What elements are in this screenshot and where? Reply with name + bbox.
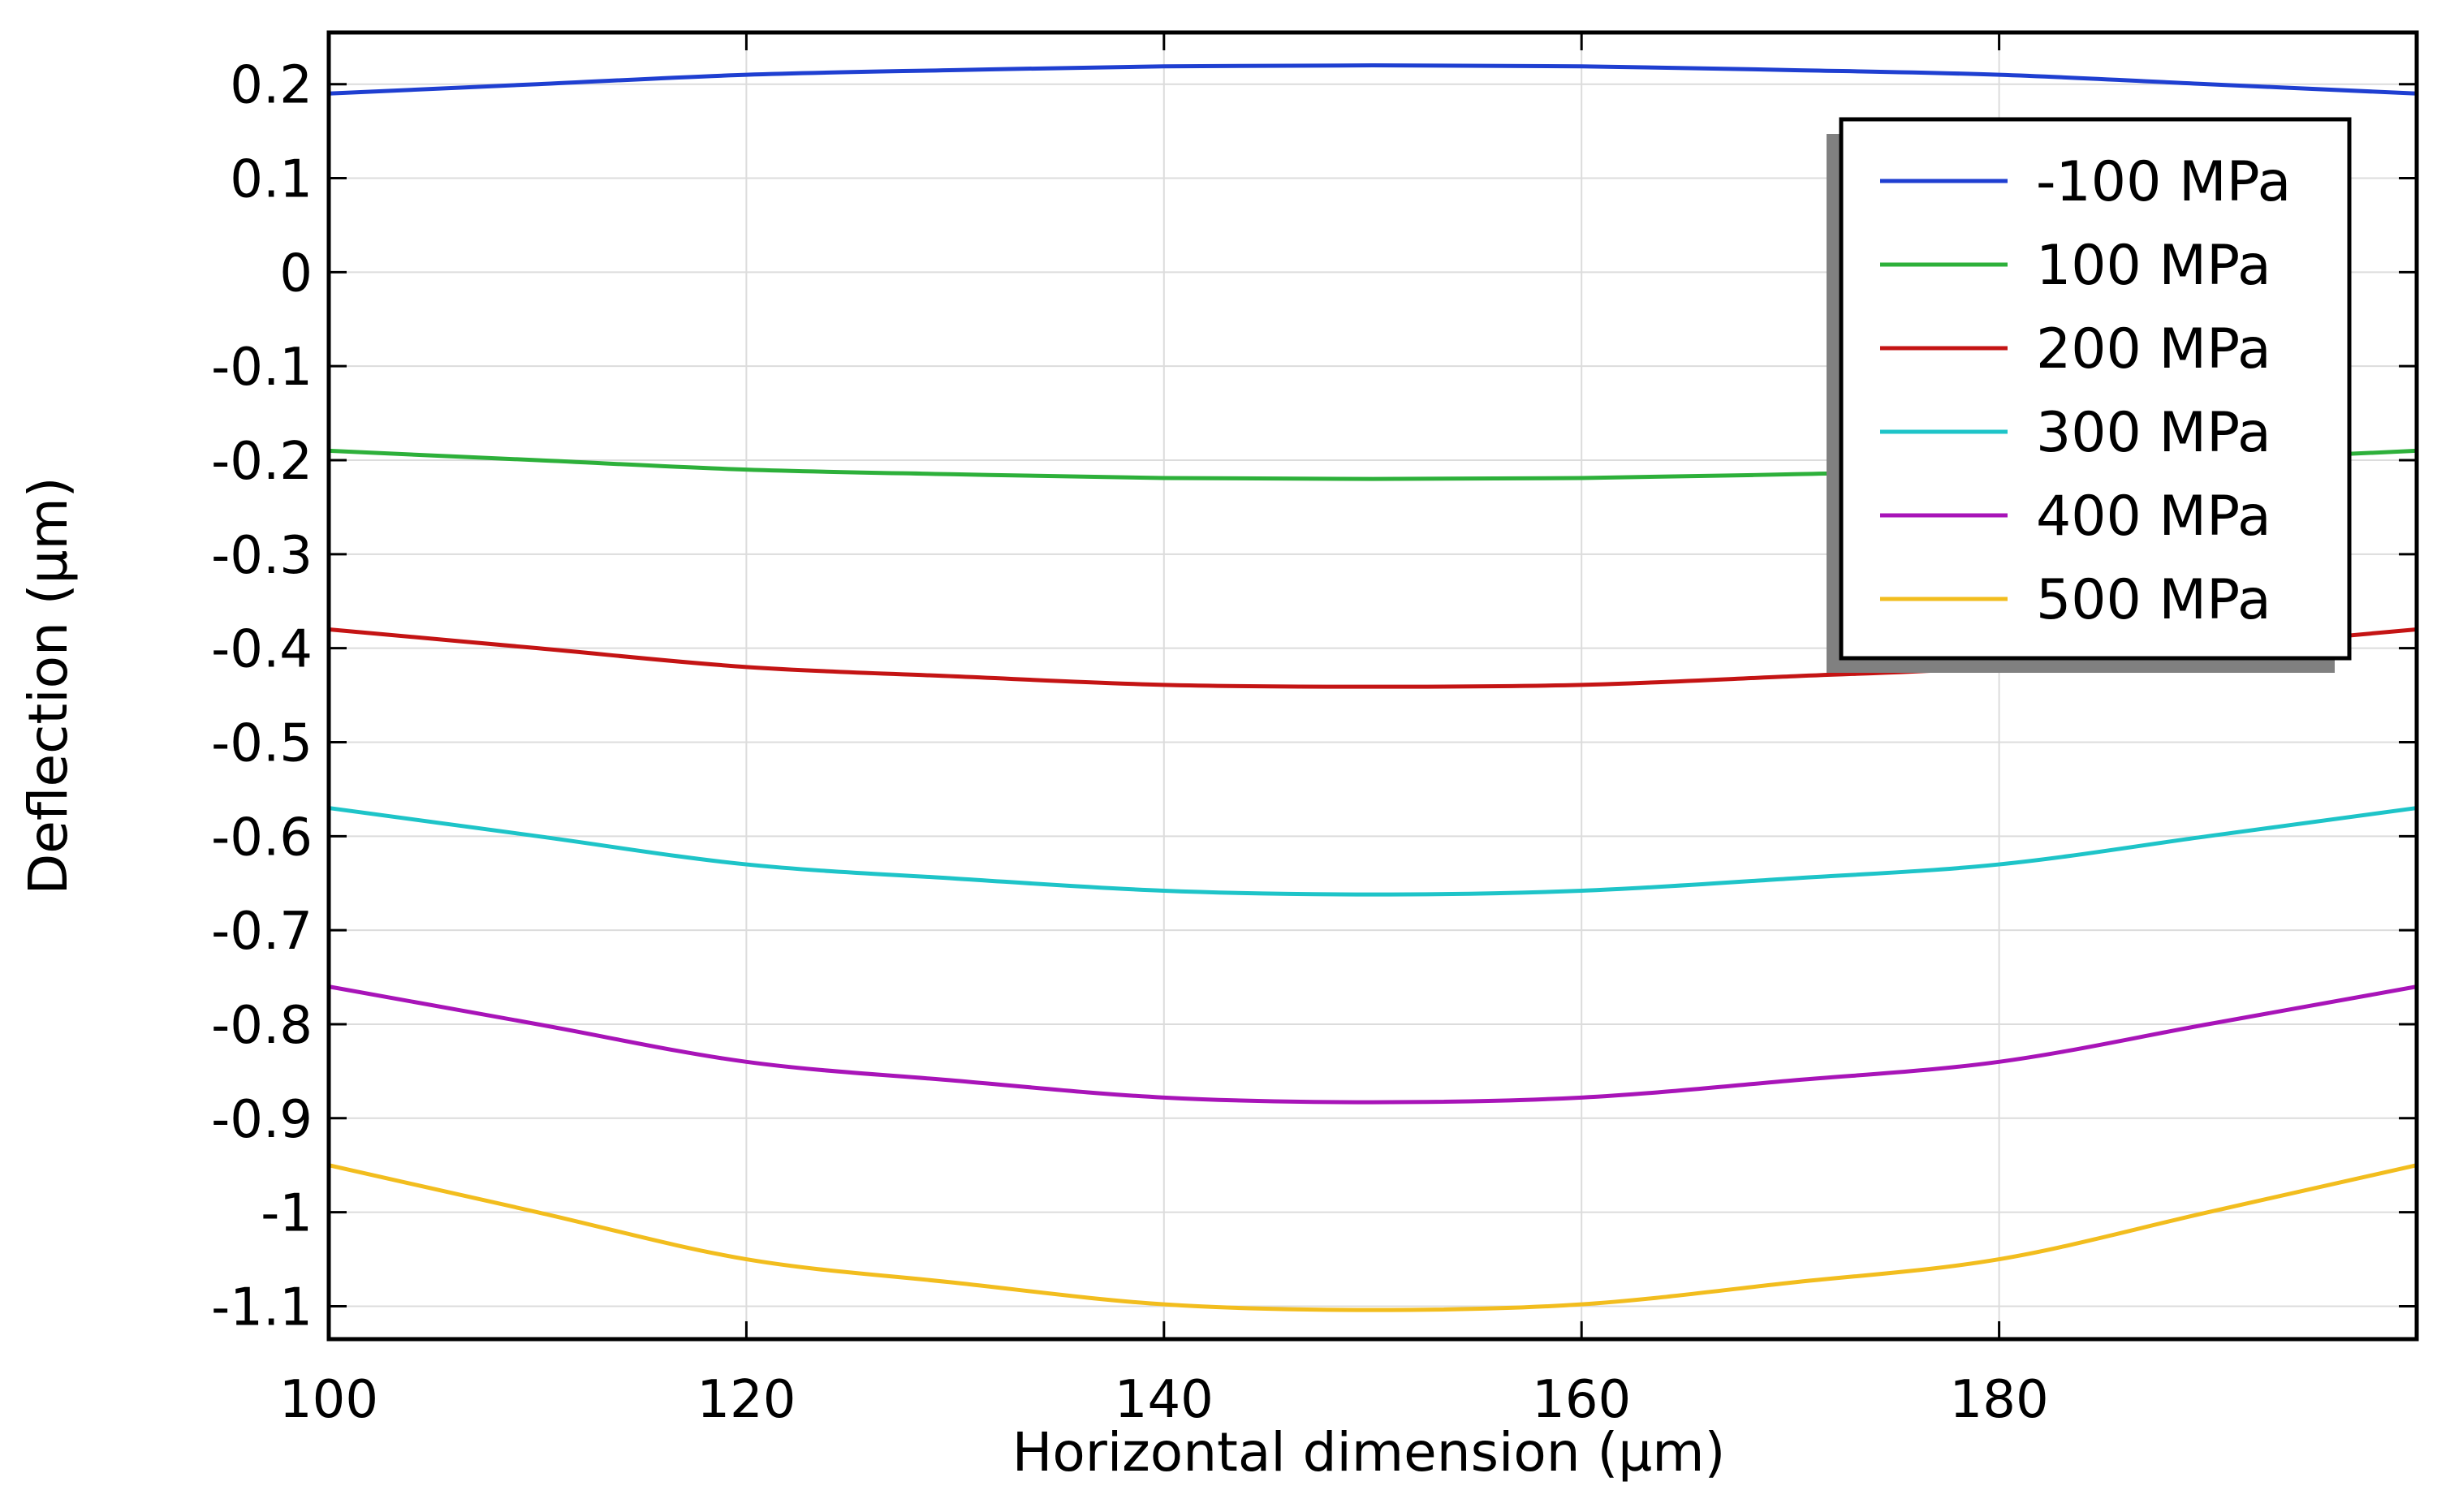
y-tick-label: -1.1 [211,1277,313,1338]
y-tick-label: 0 [279,243,313,304]
y-tick-label: -0.3 [211,526,313,586]
x-tick-label: 180 [1950,1370,2049,1430]
series-line-1 [328,63,2418,96]
legend-box [1839,117,2352,661]
y-tick-label: -1 [261,1184,313,1244]
x-axis-title: Horizontal dimension (µm) [1012,1421,1726,1484]
legend: -100 MPa 100 MPa 200 MPa 300 MPa 400 MPa 500 … [1827,117,2352,673]
plot-frame [326,30,2419,1342]
x-tick-label: 160 [1532,1370,1631,1430]
y-tick-label: 0.1 [230,150,313,210]
y-tick-label: -0.7 [211,902,313,962]
legend-label: 400 MPa [2036,485,2271,549]
x-tick-label: 140 [1115,1370,1214,1430]
x-tick-labels: 100 120 140 160 180 [279,1370,2049,1430]
x-tick-label: 120 [697,1370,796,1430]
series-line-6 [328,1163,2418,1312]
y-tick-label: -0.9 [211,1090,313,1150]
y-tick-labels: 0.2 0.1 0 -0.1 -0.2 -0.3 -0.4 -0.5 -0.6 -0.7 -0.8 -… [211,56,313,1338]
y-tick-label: -0.8 [211,996,313,1056]
y-tick-label: -0.1 [211,338,313,398]
legend-label: 200 MPa [2036,317,2271,381]
y-tick-label: -0.4 [211,620,313,680]
legend-label: 300 MPa [2036,401,2271,465]
series-line-4 [328,806,2418,897]
y-axis-title: Deflection (µm) [17,476,80,894]
y-tick-label: -0.5 [211,713,313,773]
y-tick-label: -0.6 [211,808,313,868]
x-tick-label: 100 [279,1370,378,1430]
y-tick-label: -0.2 [211,432,313,492]
legend-label: -100 MPa [2036,150,2291,214]
axis-ticks [327,32,2417,1339]
legend-label: 100 MPa [2036,234,2271,298]
legend-label: 500 MPa [2036,568,2271,632]
y-tick-label: 0.2 [230,56,313,116]
series-line-5 [328,984,2418,1105]
